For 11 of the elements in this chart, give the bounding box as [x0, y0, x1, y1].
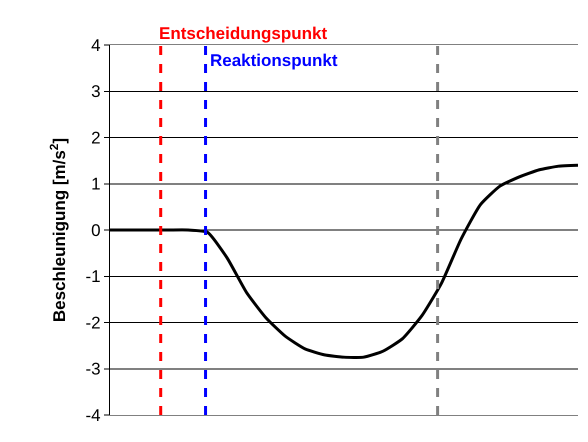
y-tick-label: -4: [85, 406, 101, 425]
y-tick-label: -1: [85, 267, 101, 286]
annotation: Reaktionspunkt: [210, 51, 338, 70]
y-tick-label: -3: [85, 360, 101, 379]
y-tick-label: 0: [91, 220, 101, 240]
y-tick-label: 4: [91, 36, 101, 55]
y-tick-label: -2: [85, 313, 101, 332]
y-tick-label: 2: [91, 128, 101, 148]
y-tick-label: 1: [91, 174, 101, 194]
text: Entscheidungspunkt: [159, 24, 328, 43]
y-tick-label: 3: [91, 82, 101, 102]
